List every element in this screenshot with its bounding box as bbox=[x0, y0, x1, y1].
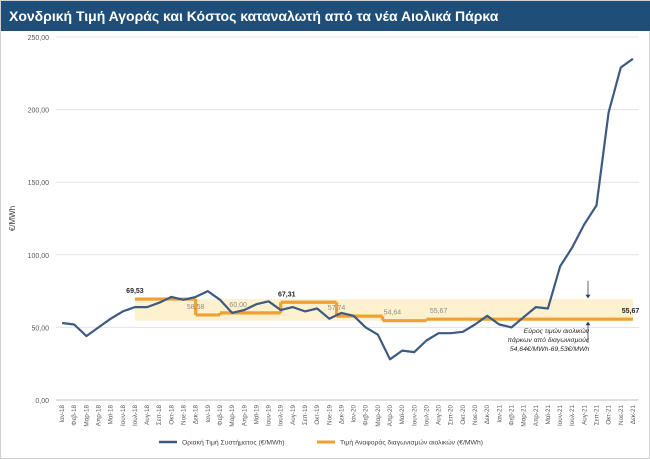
x-tick-label: Αυγ-18 bbox=[144, 405, 151, 425]
x-tick-label: Αυγ-19 bbox=[290, 405, 297, 425]
x-tick-label: Μαρ-18 bbox=[83, 405, 90, 427]
annotation-text: πάρκων από διαγωνισμούς bbox=[508, 336, 590, 344]
data-label: 69,53 bbox=[126, 288, 144, 295]
x-tick-label: Απρ-18 bbox=[96, 405, 103, 427]
x-tick-label: Μαϊ-21 bbox=[545, 405, 552, 425]
x-tick-label: Απρ-20 bbox=[387, 405, 394, 427]
x-tick-label: Σεπ-18 bbox=[156, 405, 163, 426]
series-line-system-price bbox=[61, 57, 634, 361]
x-tick-label: Δεκ-20 bbox=[484, 405, 491, 425]
x-tick-label: Ιουλ-20 bbox=[423, 405, 430, 426]
x-tick-label: Απρ-19 bbox=[241, 405, 248, 427]
y-axis-label: €/MWh bbox=[8, 206, 17, 231]
x-tick-label: Ιαν-18 bbox=[59, 405, 66, 423]
x-tick-label: Ιουν-21 bbox=[557, 405, 564, 426]
chart-title: Χονδρική Τιμή Αγοράς και Κόστος καταναλω… bbox=[1, 1, 650, 31]
x-tick-label: Δεκ-21 bbox=[630, 405, 637, 425]
x-tick-label: Ιουν-20 bbox=[411, 405, 418, 426]
x-tick-label: Ιουλ-18 bbox=[132, 405, 139, 426]
x-tick-label: Μαρ-21 bbox=[521, 405, 528, 427]
x-tick-label: Οκτ-19 bbox=[314, 405, 321, 425]
x-tick-label: Φεβ-19 bbox=[217, 405, 224, 426]
y-tick-label: 150,00 bbox=[28, 180, 50, 187]
x-tick-label: Ιουν-18 bbox=[120, 405, 127, 426]
x-tick-label: Αυγ-21 bbox=[581, 405, 588, 425]
x-tick-label: Μαϊ-20 bbox=[399, 405, 406, 425]
x-tick-label: Ιουλ-21 bbox=[569, 405, 576, 426]
x-tick-label: Αυγ-20 bbox=[436, 405, 443, 425]
x-tick-label: Δεκ-18 bbox=[193, 405, 200, 425]
x-tick-label: Σεπ-20 bbox=[448, 405, 455, 426]
data-label: 57,74 bbox=[328, 305, 346, 312]
annotation-arrowhead-top bbox=[585, 294, 591, 299]
data-label: 67,31 bbox=[278, 291, 296, 298]
x-tick-label: Ιουλ-19 bbox=[278, 405, 285, 426]
x-tick-label: Φεβ-20 bbox=[363, 405, 370, 426]
legend-label-system-price: Οριακή Τιμή Συστήματος (€/MWh) bbox=[182, 440, 285, 447]
annotation-text: 54,64€/MWh-69,53€/MWh bbox=[510, 346, 590, 353]
x-tick-label: Μαϊ-19 bbox=[253, 405, 260, 425]
line-chart: 0,00 50,00 100,00 150,00 200,00 250,00 €/MWh Ια… bbox=[8, 35, 640, 447]
x-tick-label: Μαϊ-18 bbox=[108, 405, 115, 425]
x-tick-label: Νοε-19 bbox=[326, 405, 333, 425]
data-label: 55,67 bbox=[430, 308, 448, 315]
x-tick-label: Ιουν-19 bbox=[266, 405, 273, 426]
x-tick-label: Σεπ-19 bbox=[302, 405, 309, 426]
y-tick-label: 50,00 bbox=[31, 325, 49, 332]
x-tick-label: Οκτ-18 bbox=[168, 405, 175, 425]
x-tick-label: Απρ-21 bbox=[533, 405, 540, 427]
y-tick-label: 250,00 bbox=[28, 35, 50, 42]
x-tick-label: Ιαν-19 bbox=[205, 405, 212, 423]
x-tick-label: Ιαν-20 bbox=[351, 405, 358, 423]
y-tick-label: 200,00 bbox=[28, 108, 50, 115]
x-tick-label: Μαρ-20 bbox=[375, 405, 382, 427]
annotation-arrowhead-bottom bbox=[585, 321, 591, 326]
x-tick-label: Οκτ-21 bbox=[606, 405, 613, 425]
x-tick-label: Σεπ-21 bbox=[593, 405, 600, 426]
y-tick-label: 0,00 bbox=[35, 398, 49, 405]
data-label: 55,67 bbox=[622, 308, 640, 315]
y-tick-label: 100,00 bbox=[28, 253, 50, 260]
annotation-text: Εύρος τιμών αιολικών bbox=[524, 327, 590, 335]
x-tick-label: Νοε-20 bbox=[472, 405, 479, 425]
x-tick-label: Μαρ-19 bbox=[229, 405, 236, 427]
x-tick-label: Νοε-18 bbox=[181, 405, 188, 425]
x-tick-label: Δεκ-19 bbox=[338, 405, 345, 425]
x-tick-label: Νοε-21 bbox=[618, 405, 625, 425]
data-label: 58,58 bbox=[187, 304, 205, 311]
x-tick-label: Φεβ-21 bbox=[508, 405, 515, 426]
data-label: 54,64 bbox=[384, 310, 402, 317]
legend-label-reference-price: Τιμή Αναφοράς διαγωνισμών αιολικών (€/MW… bbox=[340, 439, 483, 447]
x-tick-label: Ιαν-21 bbox=[496, 405, 503, 423]
data-label: 60,00 bbox=[229, 302, 247, 309]
x-tick-label: Οκτ-20 bbox=[460, 405, 467, 425]
x-tick-label: Φεβ-18 bbox=[71, 405, 78, 426]
